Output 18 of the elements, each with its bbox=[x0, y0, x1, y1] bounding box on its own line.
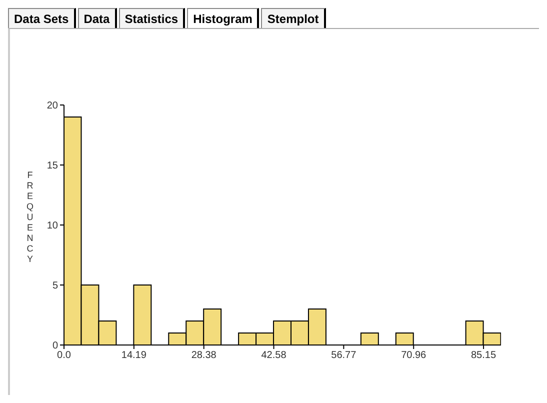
x-tick-label: 28.38 bbox=[191, 350, 217, 362]
text: Data Sets bbox=[8, 8, 76, 28]
text: Histogram bbox=[187, 8, 260, 28]
x-tick-label: 0.0 bbox=[57, 350, 72, 362]
y-tick-label: 5 bbox=[52, 280, 58, 292]
text: Data bbox=[78, 8, 117, 28]
text: Statistics bbox=[118, 8, 186, 28]
y-tick-label: 0 bbox=[52, 340, 58, 352]
x-tick-label: 85.15 bbox=[471, 350, 496, 362]
y-tick-label: 20 bbox=[46, 100, 58, 112]
y-tick-label: 10 bbox=[46, 220, 58, 232]
x-tick-label: 56.77 bbox=[331, 350, 357, 362]
x-tick-label: 70.96 bbox=[401, 350, 427, 362]
x-tick-label: 42.58 bbox=[261, 350, 287, 362]
text: FREQUENCY bbox=[26, 170, 34, 264]
text: Stemplot bbox=[261, 8, 326, 28]
x-tick-label: 14.19 bbox=[121, 350, 147, 362]
y-tick-label: 15 bbox=[46, 160, 58, 172]
